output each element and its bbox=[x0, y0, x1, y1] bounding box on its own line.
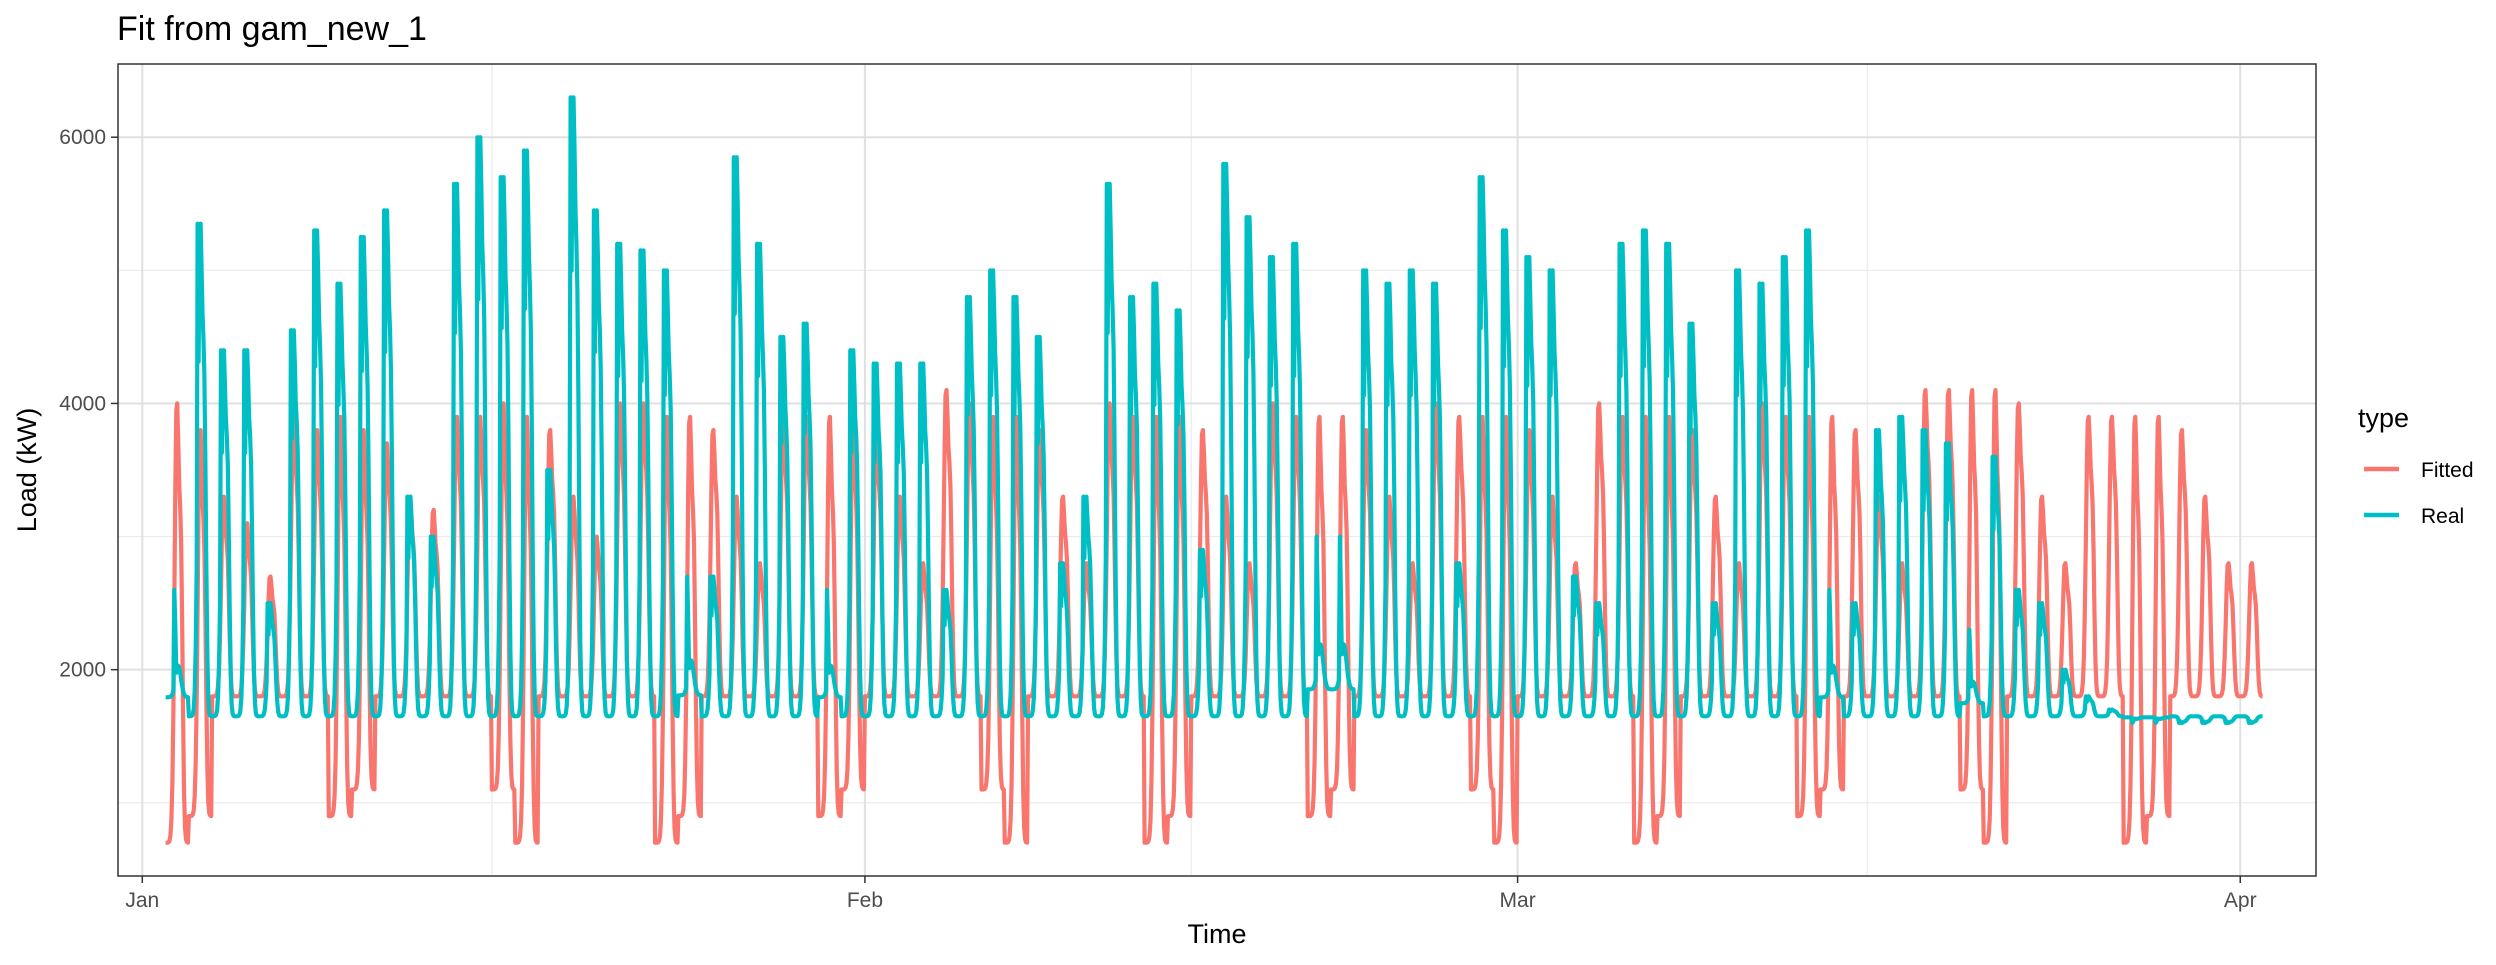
legend: type Fitted Real bbox=[2358, 403, 2474, 528]
y-tick-label: 2000 bbox=[59, 659, 106, 682]
x-tick-label: Apr bbox=[2224, 889, 2257, 912]
y-axis: 2000 4000 6000 bbox=[59, 126, 118, 682]
series-lines bbox=[164, 95, 2264, 845]
y-axis-title: Load (kW) bbox=[12, 408, 42, 533]
x-tick-label: Jan bbox=[125, 889, 159, 912]
series-line-fitted bbox=[164, 388, 2264, 845]
legend-label-real: Real bbox=[2421, 505, 2464, 528]
y-tick-label: 6000 bbox=[59, 126, 106, 149]
x-axis-title: Time bbox=[1188, 919, 1247, 949]
legend-title: type bbox=[2358, 403, 2409, 433]
x-axis: Jan Feb Mar Apr bbox=[125, 876, 2257, 912]
grid bbox=[118, 64, 2316, 876]
x-tick-label: Feb bbox=[847, 889, 883, 912]
x-tick-label: Mar bbox=[1500, 889, 1536, 912]
series-line-real bbox=[164, 95, 2264, 725]
y-tick-label: 4000 bbox=[59, 392, 106, 415]
chart-title: Fit from gam_new_1 bbox=[117, 10, 427, 48]
plot-panel-border bbox=[117, 63, 2317, 877]
legend-label-fitted: Fitted bbox=[2421, 459, 2474, 482]
